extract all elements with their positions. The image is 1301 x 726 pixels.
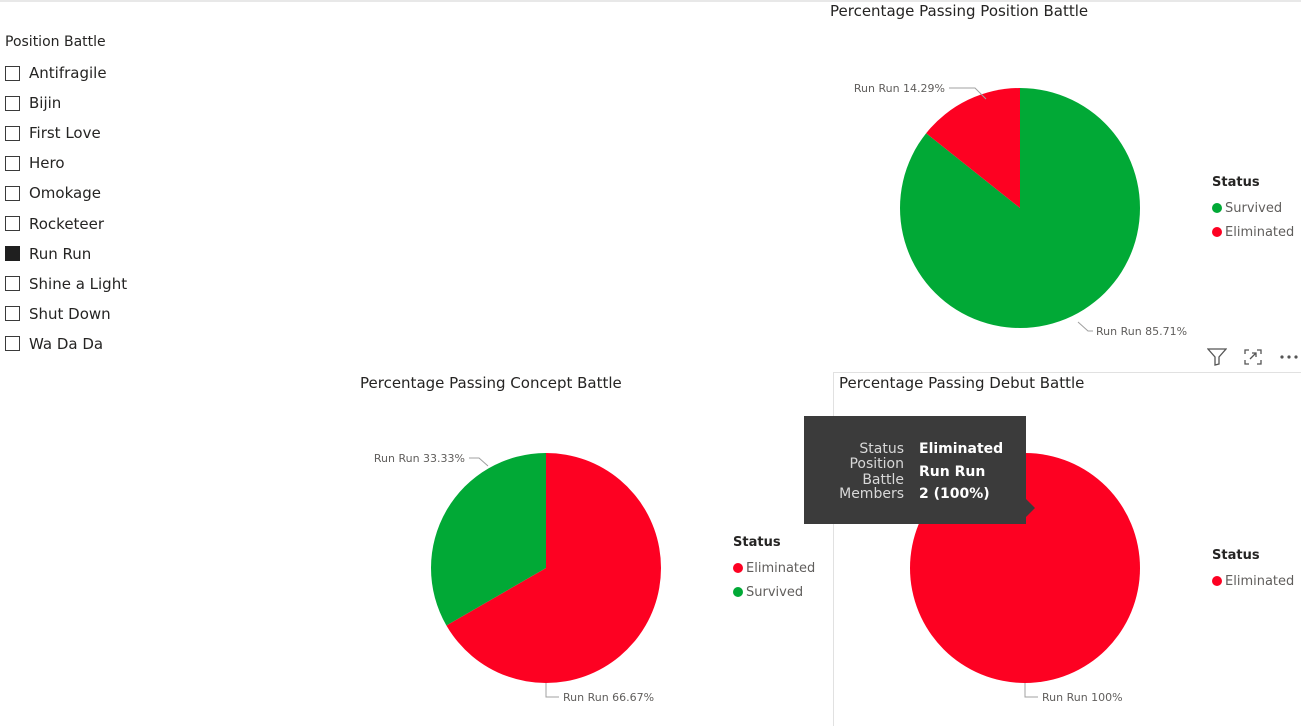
slicer-list: Antifragile Bijin First Love Hero Omokage Roc… — [5, 58, 205, 359]
legend-title: Status — [1212, 548, 1260, 563]
legend-dot-survived — [1212, 203, 1222, 213]
data-tooltip: Status Eliminated Position Battle Run Ru… — [804, 416, 1035, 524]
legend-debut-battle: Status Eliminated — [1212, 548, 1294, 593]
data-label-leader-line — [469, 457, 489, 467]
slicer-item[interactable]: Run Run — [5, 239, 205, 269]
legend-dot-eliminated — [733, 563, 743, 573]
tooltip-row-status: Status Eliminated — [804, 438, 1026, 461]
chart-title-position-battle: Percentage Passing Position Battle — [830, 2, 1089, 20]
more-options-icon[interactable] — [1278, 346, 1300, 368]
checkbox[interactable] — [5, 95, 20, 111]
slicer-item-label: Run Run — [29, 244, 92, 263]
chart-title-concept-battle: Percentage Passing Concept Battle — [360, 374, 622, 392]
pie-slice-eliminated[interactable] — [446, 453, 661, 683]
checkbox[interactable] — [5, 276, 20, 292]
slicer-item[interactable]: Shine a Light — [5, 269, 205, 299]
tooltip-value: 2 (100%) — [919, 486, 990, 503]
checkbox[interactable] — [5, 336, 20, 352]
legend-label: Survived — [746, 584, 804, 600]
tooltip-value: Run Run — [919, 463, 986, 480]
slicer-item[interactable]: Hero — [5, 148, 205, 178]
slicer-item-label: Shut Down — [29, 304, 111, 323]
pie-slice-survived[interactable] — [430, 453, 546, 626]
slicer-item-label: Rocketeer — [29, 214, 105, 233]
tooltip-key: Status — [859, 441, 904, 458]
legend-dot-eliminated — [1212, 227, 1222, 237]
legend-item-eliminated[interactable]: Eliminated — [1212, 569, 1294, 593]
legend-item-survived[interactable]: Survived — [733, 580, 815, 604]
tooltip-pointer — [1026, 499, 1035, 517]
legend-position-battle: Status Survived Eliminated — [1212, 175, 1294, 244]
slicer-item-label: Wa Da Da — [29, 334, 104, 353]
legend-title: Status — [1212, 175, 1260, 190]
slicer-item[interactable]: Wa Da Da — [5, 329, 205, 359]
data-label-leader-line — [1077, 321, 1093, 332]
checkbox[interactable] — [5, 65, 20, 81]
data-label-leader-line — [545, 683, 559, 698]
slicer-item[interactable]: Antifragile — [5, 58, 205, 88]
legend-label: Eliminated — [1225, 224, 1295, 240]
slicer-item-label: Antifragile — [29, 64, 107, 83]
slicer-item-label: Bijin — [29, 94, 62, 113]
legend-item-eliminated[interactable]: Eliminated — [1212, 220, 1294, 244]
legend-item-survived[interactable]: Survived — [1212, 196, 1294, 220]
checkbox[interactable] — [5, 125, 20, 141]
slicer-item[interactable]: First Love — [5, 118, 205, 148]
legend-dot-survived — [733, 587, 743, 597]
legend-label: Survived — [1225, 200, 1283, 216]
top-divider — [0, 0, 1301, 2]
checkbox[interactable] — [5, 246, 20, 262]
slicer-item-label: Omokage — [29, 184, 101, 203]
tooltip-value: Eliminated — [919, 441, 1004, 458]
chart-title-debut-battle: Percentage Passing Debut Battle — [839, 374, 1085, 392]
data-label: Run Run 14.29% — [854, 82, 945, 95]
slicer-item[interactable]: Rocketeer — [5, 208, 205, 238]
pie-slice-survived[interactable] — [900, 88, 1140, 328]
tooltip-row-members: Members 2 (100%) — [804, 483, 1026, 506]
slicer-item-label: Shine a Light — [29, 274, 128, 293]
slicer-item-label: Hero — [29, 154, 65, 173]
legend-title: Status — [733, 535, 781, 550]
slicer-title: Position Battle — [5, 34, 106, 50]
focused-visual-frame — [833, 372, 1301, 726]
checkbox[interactable] — [5, 216, 20, 232]
slicer-item[interactable]: Shut Down — [5, 299, 205, 329]
filter-icon[interactable] — [1206, 346, 1228, 368]
checkbox[interactable] — [5, 155, 20, 171]
tooltip-key: Members — [839, 486, 904, 503]
tooltip-row-position-battle: Position Battle Run Run — [804, 456, 1026, 488]
legend-dot-eliminated — [1212, 576, 1222, 586]
legend-label: Eliminated — [1225, 573, 1295, 589]
tooltip-key: Position Battle — [849, 455, 904, 488]
legend-item-eliminated[interactable]: Eliminated — [733, 556, 815, 580]
slicer-item-label: First Love — [29, 124, 101, 143]
legend-label: Eliminated — [746, 560, 816, 576]
legend-concept-battle: Status Eliminated Survived — [733, 535, 815, 604]
slicer-item[interactable]: Bijin — [5, 88, 205, 118]
data-label: Run Run 85.71% — [1096, 325, 1187, 338]
checkbox[interactable] — [5, 185, 20, 201]
data-label: Run Run 33.33% — [374, 452, 465, 465]
focus-mode-icon[interactable] — [1242, 346, 1264, 368]
checkbox[interactable] — [5, 306, 20, 322]
pie-slice-eliminated[interactable] — [926, 88, 1020, 208]
visual-header — [1206, 346, 1300, 368]
slicer-item[interactable]: Omokage — [5, 178, 205, 208]
data-label: Run Run 66.67% — [563, 691, 654, 704]
position-battle-slicer: Position Battle Antifragile Bijin First Lo… — [5, 34, 205, 359]
